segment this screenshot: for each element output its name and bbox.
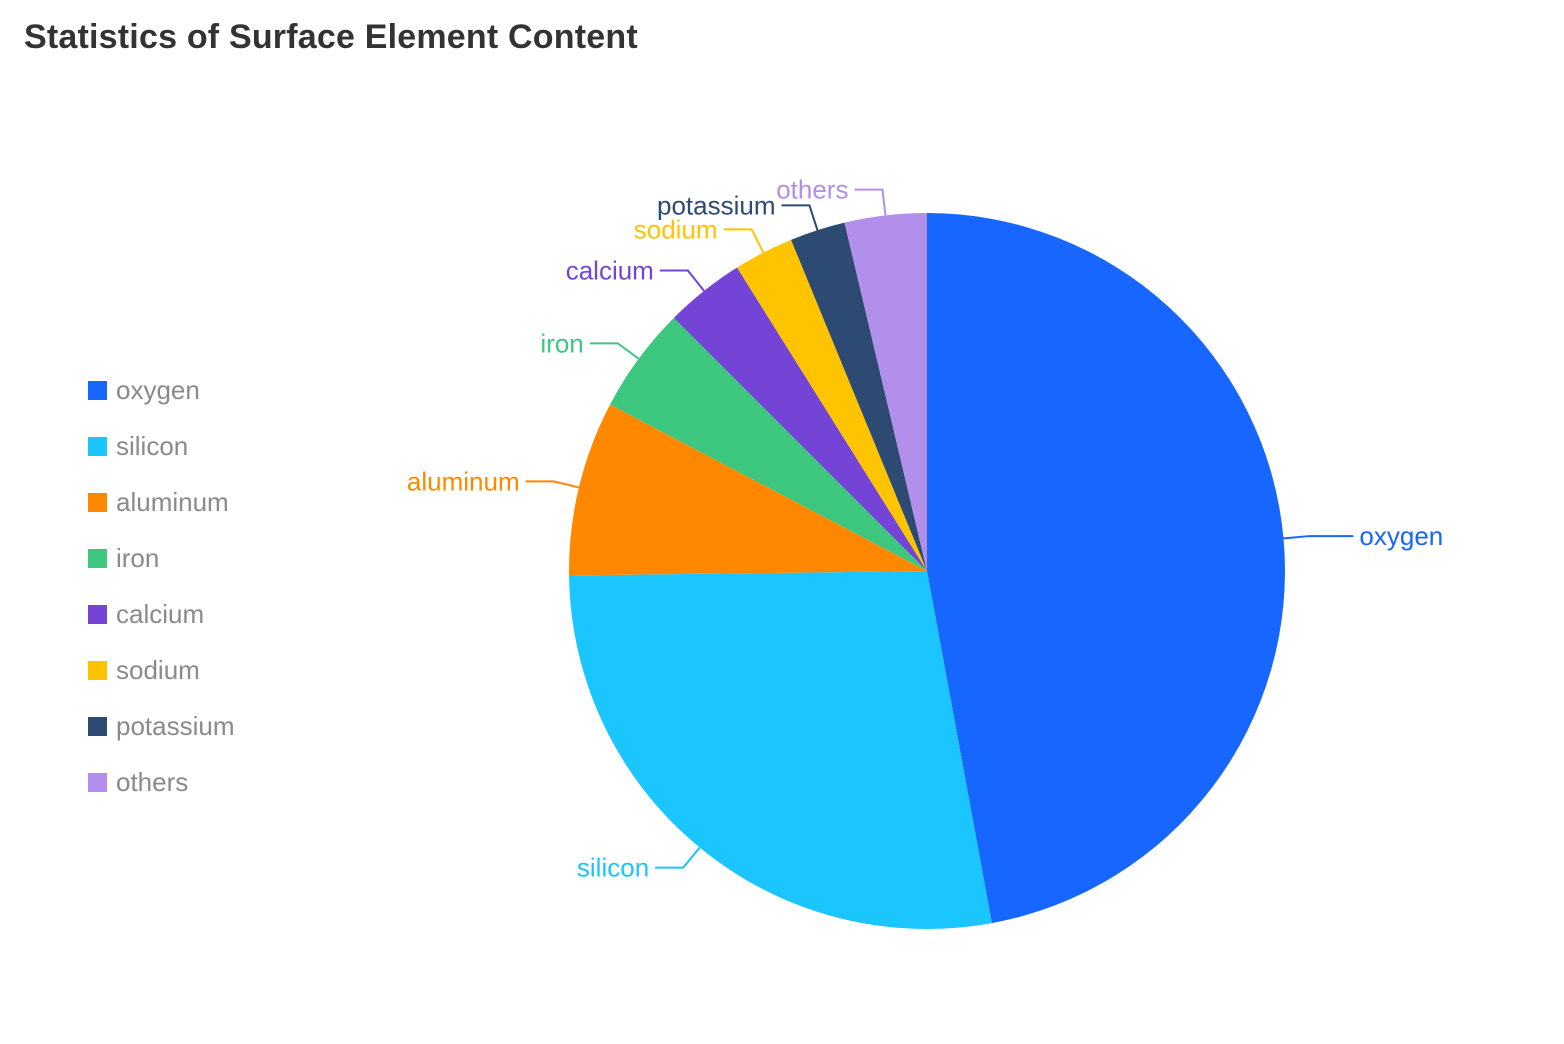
legend-item-aluminum[interactable]: aluminum bbox=[88, 474, 235, 530]
pie-slice-silicon[interactable] bbox=[569, 571, 992, 929]
legend-label-potassium: potassium bbox=[116, 711, 235, 741]
legend-swatch-others bbox=[88, 772, 107, 792]
pie-label-aluminum: aluminum bbox=[407, 466, 520, 496]
leader-line-others bbox=[854, 188, 887, 216]
pie-slice-sodium[interactable] bbox=[737, 239, 927, 571]
pie-label-calcium: calcium bbox=[566, 256, 654, 286]
legend-swatch-silicon bbox=[88, 436, 107, 456]
legend-label-sodium: sodium bbox=[116, 655, 200, 685]
leader-line-iron bbox=[589, 342, 640, 360]
legend-swatch-iron bbox=[88, 548, 107, 568]
leader-line-sodium bbox=[723, 228, 765, 253]
pie-slice-others[interactable] bbox=[844, 213, 927, 571]
pie-slice-potassium[interactable] bbox=[791, 222, 927, 571]
legend-item-potassium[interactable]: potassium bbox=[88, 698, 235, 754]
pie-label-oxygen: oxygen bbox=[1359, 521, 1443, 551]
pie-labels: oxygen silicon aluminum iron calcium sodiumpo… bbox=[407, 175, 1443, 883]
pie-slice-aluminum[interactable] bbox=[569, 404, 927, 576]
pie-label-potassium: potassium bbox=[657, 190, 776, 220]
legend-label-calcium: calcium bbox=[116, 599, 205, 629]
leader-line-oxygen bbox=[1283, 535, 1354, 540]
chart-title: Statistics of Surface Element Content bbox=[24, 18, 638, 56]
legend-item-oxygen[interactable]: oxygen bbox=[88, 362, 235, 418]
legend-item-sodium[interactable]: sodium bbox=[88, 642, 235, 698]
legend-item-iron[interactable]: iron bbox=[88, 530, 235, 586]
legend-label-silicon: silicon bbox=[116, 431, 189, 461]
pie-slice-iron[interactable] bbox=[610, 317, 927, 571]
legend-label-oxygen: oxygen bbox=[116, 375, 200, 405]
legend-swatch-aluminum bbox=[88, 492, 107, 512]
legend-item-silicon[interactable]: silicon bbox=[88, 418, 235, 474]
pie-label-iron: iron bbox=[540, 328, 583, 358]
pie-slice-calcium[interactable] bbox=[673, 267, 927, 571]
leader-line-potassium bbox=[781, 204, 819, 231]
legend-label-iron: iron bbox=[116, 543, 160, 573]
legend-swatch-potassium bbox=[88, 716, 107, 736]
legend-item-others[interactable]: others bbox=[88, 754, 235, 810]
leader-line-aluminum bbox=[525, 480, 580, 489]
legend: oxygen silicon aluminum iron calcium sodium po… bbox=[88, 362, 235, 810]
pie-label-sodium: sodium bbox=[634, 214, 718, 244]
legend-swatch-calcium bbox=[88, 604, 107, 624]
legend-label-aluminum: aluminum bbox=[116, 487, 229, 517]
pie-label-others: others bbox=[776, 175, 848, 205]
leader-line-silicon bbox=[655, 846, 701, 869]
leader-line-calcium bbox=[659, 269, 705, 292]
legend-swatch-sodium bbox=[88, 660, 107, 680]
pie-leader-lines bbox=[525, 188, 1354, 869]
legend-swatch-oxygen bbox=[88, 380, 107, 400]
pie-label-silicon: silicon bbox=[577, 853, 649, 883]
legend-label-others: others bbox=[116, 767, 189, 797]
pie-slices bbox=[569, 213, 1285, 929]
legend-item-calcium[interactable]: calcium bbox=[88, 586, 235, 642]
pie-slice-oxygen[interactable] bbox=[927, 213, 1285, 924]
